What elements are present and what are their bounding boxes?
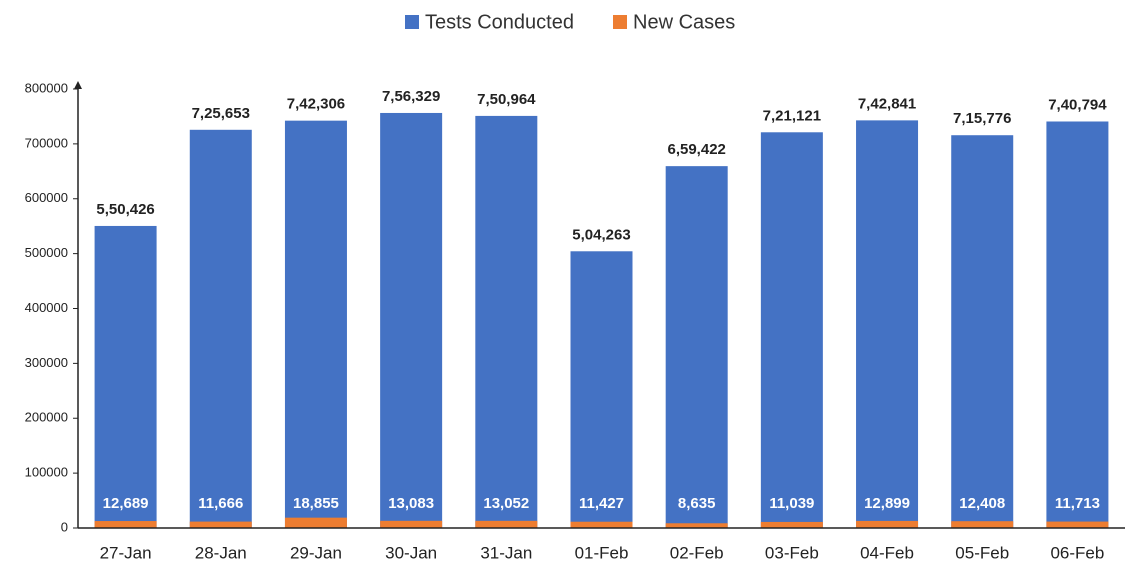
value-label: 8,635 xyxy=(678,495,716,512)
bar xyxy=(94,521,157,528)
y-tick-label: 400000 xyxy=(25,300,68,315)
x-tick-label: 02-Feb xyxy=(670,543,724,562)
value-label: 13,083 xyxy=(388,495,434,512)
value-label: 7,40,794 xyxy=(1048,96,1107,113)
legend-swatch xyxy=(613,15,627,29)
x-tick-label: 04-Feb xyxy=(860,543,914,562)
value-label: 11,427 xyxy=(579,495,624,512)
bar xyxy=(1046,521,1109,528)
value-label: 7,42,841 xyxy=(858,95,916,112)
x-tick-label: 27-Jan xyxy=(100,543,152,562)
x-tick-label: 31-Jan xyxy=(480,543,532,562)
legend-swatch xyxy=(405,15,419,29)
x-tick-label: 06-Feb xyxy=(1050,543,1104,562)
legend-label: New Cases xyxy=(633,11,735,33)
value-label: 13,052 xyxy=(483,495,529,512)
legend-label: Tests Conducted xyxy=(425,11,574,33)
y-tick-label: 600000 xyxy=(25,190,68,205)
bar xyxy=(475,115,538,528)
y-tick-label: 0 xyxy=(61,519,68,534)
value-label: 7,56,329 xyxy=(382,88,440,105)
value-label: 12,899 xyxy=(864,495,910,512)
bar xyxy=(284,517,347,528)
y-tick-label: 800000 xyxy=(25,80,68,95)
value-label: 6,59,422 xyxy=(667,141,725,158)
bar xyxy=(380,112,443,528)
value-label: 12,689 xyxy=(103,495,149,512)
bar xyxy=(760,132,823,528)
bar xyxy=(1046,121,1109,529)
value-label: 7,50,964 xyxy=(477,91,536,108)
y-tick-label: 500000 xyxy=(25,245,68,260)
bar xyxy=(951,521,1014,528)
bar xyxy=(189,129,252,528)
y-tick-label: 700000 xyxy=(25,135,68,150)
x-tick-label: 30-Jan xyxy=(385,543,437,562)
x-tick-label: 03-Feb xyxy=(765,543,819,562)
y-axis-arrow xyxy=(74,81,82,89)
bar xyxy=(665,523,728,528)
x-tick-label: 28-Jan xyxy=(195,543,247,562)
bar xyxy=(380,520,443,528)
bar xyxy=(951,135,1014,528)
bar xyxy=(760,521,823,528)
bar xyxy=(665,166,728,528)
y-tick-label: 100000 xyxy=(25,465,68,480)
value-label: 7,42,306 xyxy=(287,96,345,113)
value-label: 11,039 xyxy=(769,495,814,512)
value-label: 11,713 xyxy=(1055,495,1100,512)
value-label: 18,855 xyxy=(293,495,339,512)
bar xyxy=(856,520,919,528)
y-tick-label: 300000 xyxy=(25,355,68,370)
value-label: 7,21,121 xyxy=(763,107,821,124)
bar xyxy=(189,521,252,528)
x-tick-label: 05-Feb xyxy=(955,543,1009,562)
value-label: 5,50,426 xyxy=(96,201,154,218)
bar xyxy=(856,120,919,529)
bar xyxy=(570,251,633,528)
value-label: 5,04,263 xyxy=(572,226,630,243)
value-label: 12,408 xyxy=(959,495,1005,512)
bar xyxy=(284,120,347,529)
value-label: 7,25,653 xyxy=(192,105,250,122)
y-tick-label: 200000 xyxy=(25,410,68,425)
bar xyxy=(475,520,538,528)
value-label: 11,666 xyxy=(198,495,243,512)
bar xyxy=(94,225,157,528)
value-label: 7,15,776 xyxy=(953,110,1011,127)
x-tick-label: 29-Jan xyxy=(290,543,342,562)
x-tick-label: 01-Feb xyxy=(575,543,629,562)
bar xyxy=(570,521,633,528)
